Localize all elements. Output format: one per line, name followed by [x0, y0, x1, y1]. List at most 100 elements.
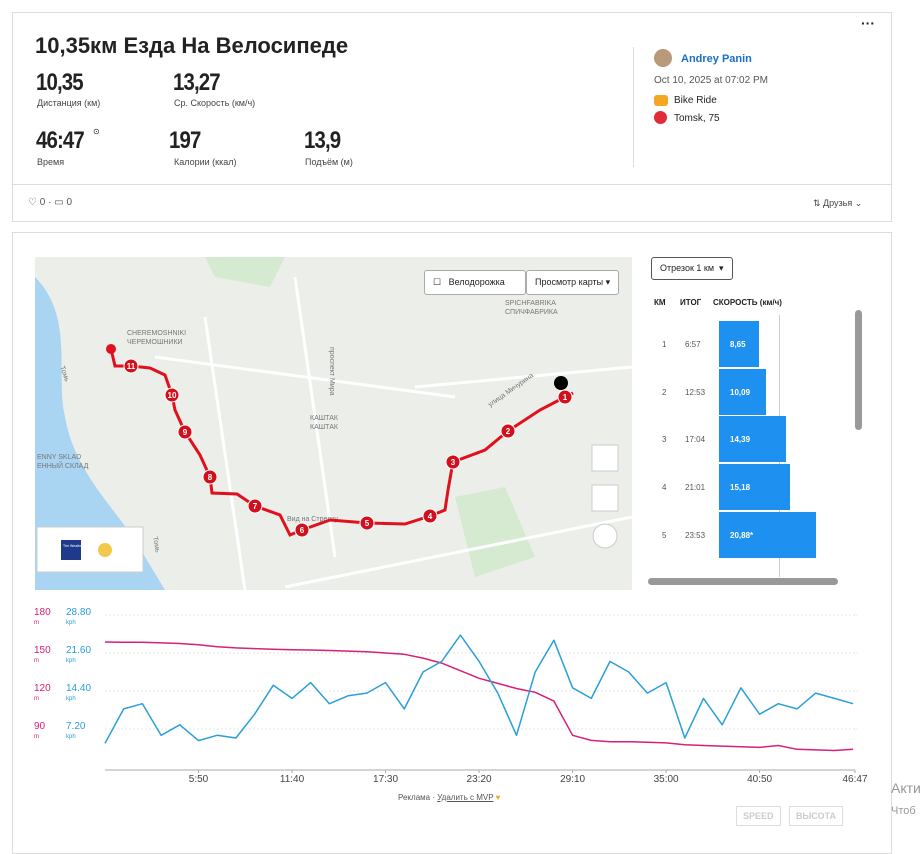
km-marker	[247, 498, 263, 514]
likes[interactable]: ♡ 0 · ▭ 0	[28, 197, 72, 208]
split-km: 3	[662, 435, 667, 445]
map-label: ЕННЫЙ СКЛАД	[37, 461, 89, 470]
km-marker	[422, 508, 438, 524]
location-icon	[654, 111, 667, 124]
fullscreen[interactable]	[591, 444, 619, 472]
y2-tick-label: 21.60	[66, 645, 91, 656]
location: Tomsk, 75	[674, 113, 720, 124]
activity-icon	[654, 95, 668, 106]
km-marker-label: 4	[428, 512, 433, 521]
stat-label: Ср. Скорость (км/ч)	[174, 98, 256, 108]
km-marker-label: 1	[563, 393, 568, 402]
compass[interactable]	[592, 523, 618, 549]
km-marker	[500, 423, 516, 439]
stat-value: 13,9	[304, 127, 341, 154]
y2-tick-label: 7.20	[66, 721, 86, 732]
split-value: 10,09	[730, 387, 751, 397]
x-tick-label: 17:30	[373, 774, 398, 785]
user-name[interactable]: Andrey Panin	[681, 53, 752, 65]
route	[109, 348, 574, 537]
weather-logo	[61, 540, 81, 560]
x-tick-label: 46:47	[842, 774, 867, 785]
h-scrollbar[interactable]	[648, 578, 838, 585]
separator	[13, 184, 891, 185]
weather-brand: The Weather Channel	[63, 544, 97, 548]
bike-lane-toggle[interactable]: ☐ Велодорожка	[424, 270, 526, 295]
series-line	[104, 634, 854, 744]
x-tick-label: 40:50	[747, 774, 772, 785]
avatar[interactable]	[654, 49, 672, 67]
map-label: проспект Мира	[328, 347, 335, 396]
y-unit: m	[34, 620, 39, 626]
map-view-label: Просмотр карты	[535, 277, 604, 287]
bike-lane-label: Велодорожка	[448, 277, 505, 287]
info-icon[interactable]: ⊙	[93, 127, 100, 136]
km-marker-label: 8	[208, 473, 213, 482]
split-value: 14,39	[730, 435, 751, 445]
locate[interactable]	[591, 484, 619, 512]
ad-line: Реклама · Удалить с MVP ♥	[398, 793, 501, 802]
legend-item[interactable]: SPEED	[736, 806, 781, 826]
roads	[154, 276, 632, 590]
remove-ad[interactable]: Удалить с MVP	[437, 793, 494, 802]
split-km: 1	[662, 340, 667, 349]
split-bar	[719, 416, 786, 463]
y-unit: m	[34, 658, 39, 664]
map-label: CHEREMOSHNIKI	[127, 330, 186, 337]
km-marker-label: 3	[451, 458, 456, 467]
km-marker-label: 9	[183, 428, 188, 437]
split-value: 8,65	[730, 340, 746, 349]
km-marker	[164, 387, 180, 403]
split-label: Отрезок 1 км	[660, 263, 715, 273]
activity-card: 10,35км Езда На Велосипеде ··· 10,35 Дис…	[12, 12, 892, 222]
weather-widget[interactable]	[36, 526, 144, 573]
stat-label: Дистанция (км)	[37, 98, 101, 108]
split-total: 12:53	[685, 387, 706, 397]
menu[interactable]: ···	[861, 15, 875, 31]
y-tick-label: 180	[34, 607, 51, 618]
stat-value: 46:47	[36, 127, 85, 154]
km-marker	[123, 358, 139, 374]
v-scrollbar[interactable]	[855, 310, 862, 430]
stat-label: Подъём (м)	[305, 157, 353, 167]
split-km: 4	[662, 483, 667, 493]
y2-tick-label: 14.40	[66, 683, 91, 694]
map-view[interactable]: Просмотр карты ▾	[526, 270, 620, 295]
legend-item[interactable]: ВЫСОТА	[789, 806, 844, 826]
x-tick-label: 23:20	[467, 774, 492, 785]
splits-header: КМ	[654, 298, 666, 307]
y-tick-label: 150	[34, 645, 51, 656]
comments-count: 0	[66, 197, 72, 208]
km-marker	[445, 454, 461, 470]
split-total: 23:53	[685, 530, 706, 540]
y-tick-label: 90	[34, 721, 46, 732]
split-total: 17:04	[685, 435, 706, 445]
map-label: Томь	[151, 536, 161, 553]
visibility-label: Друзья	[823, 198, 853, 208]
y2-unit: kph	[66, 734, 76, 740]
end-marker	[106, 344, 116, 354]
km-marker-label: 2	[506, 427, 511, 436]
title: 10,35км Езда На Велосипеде	[35, 33, 349, 58]
date: Oct 10, 2025 at 07:02 PM	[654, 75, 768, 86]
stat-label: Калории (ккал)	[174, 157, 237, 167]
km-marker	[294, 522, 310, 538]
x-tick-label: 5:50	[189, 774, 209, 785]
split-value: 20,88*	[730, 530, 754, 540]
y2-unit: kph	[66, 658, 76, 664]
map-label: СПИЧФАБРИКА	[505, 309, 558, 316]
split-km: 5	[662, 530, 667, 540]
split-bar	[719, 464, 790, 511]
river	[35, 277, 165, 590]
map-label: ЧЕРЕМОШНИКИ	[127, 339, 183, 346]
km-marker	[359, 515, 375, 531]
os-watermark: Акти	[891, 780, 921, 796]
split-selector[interactable]: Отрезок 1 км ▾	[651, 257, 733, 280]
park	[205, 257, 535, 577]
visibility[interactable]: ⇅ Друзья ⌄	[813, 198, 863, 208]
splits-header: ИТОГ	[680, 298, 702, 307]
km-marker-label: 10	[168, 391, 177, 400]
stat-value: 10,35	[36, 69, 84, 96]
split-km: 2	[662, 387, 667, 397]
map-label: SPICHFABRIKA	[505, 300, 556, 307]
